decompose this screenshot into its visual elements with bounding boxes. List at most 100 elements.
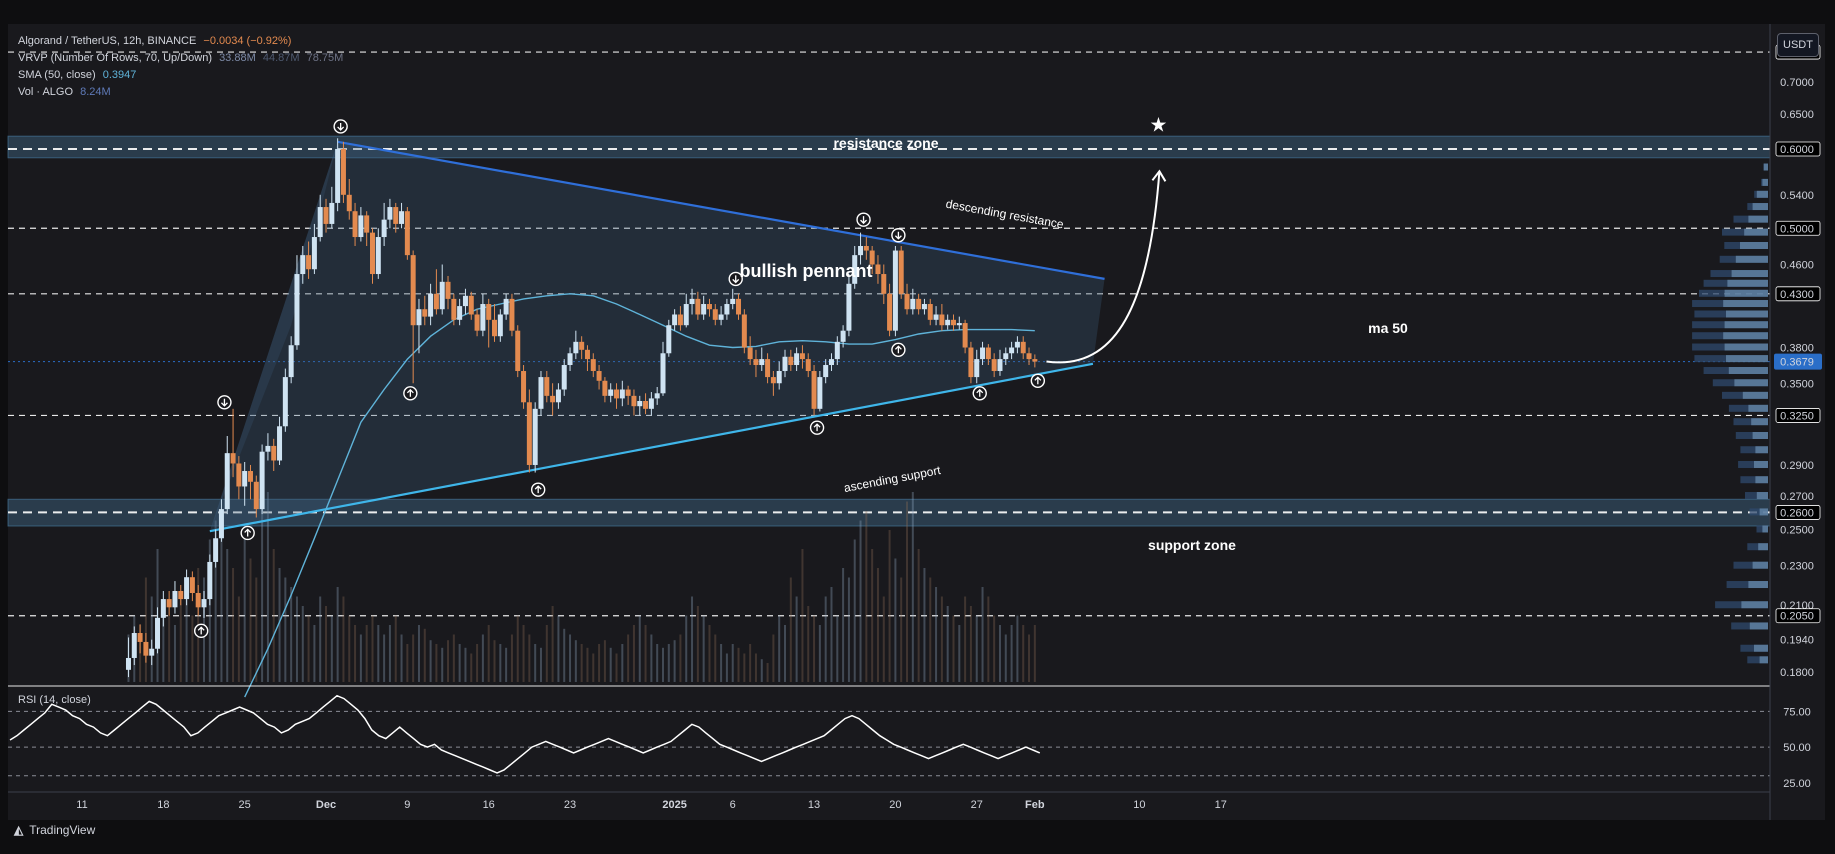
- candle[interactable]: [811, 365, 817, 416]
- candle[interactable]: [224, 435, 230, 515]
- candle[interactable]: [410, 250, 416, 384]
- candle[interactable]: [834, 336, 840, 366]
- candle[interactable]: [416, 298, 422, 354]
- candle[interactable]: [904, 283, 910, 315]
- candle[interactable]: [753, 349, 759, 378]
- candle[interactable]: [561, 359, 567, 396]
- candle[interactable]: [370, 228, 375, 284]
- candle[interactable]: [311, 223, 317, 275]
- candle[interactable]: [974, 349, 980, 384]
- legend-symbol-row[interactable]: Algorand / TetherUS, 12h, BINANCE −0.003…: [18, 34, 291, 48]
- candle[interactable]: [352, 202, 358, 246]
- candle[interactable]: [852, 245, 858, 289]
- candle[interactable]: [521, 365, 527, 409]
- candle[interactable]: [515, 325, 521, 378]
- candle[interactable]: [247, 464, 253, 500]
- legend-rsi-row[interactable]: RSI (14, close): [18, 693, 91, 707]
- candle[interactable]: [951, 314, 956, 331]
- candle[interactable]: [898, 245, 904, 299]
- candle[interactable]: [759, 347, 765, 372]
- candle[interactable]: [643, 393, 649, 415]
- candle[interactable]: [1014, 336, 1020, 354]
- candle[interactable]: [677, 306, 683, 331]
- candle[interactable]: [573, 330, 579, 360]
- candle[interactable]: [968, 341, 974, 384]
- candle[interactable]: [939, 304, 945, 331]
- candle[interactable]: [271, 438, 277, 472]
- candle[interactable]: [428, 283, 434, 326]
- candle[interactable]: [346, 179, 352, 220]
- candle[interactable]: [149, 639, 155, 666]
- candle[interactable]: [277, 416, 283, 465]
- candle[interactable]: [799, 345, 805, 369]
- candle[interactable]: [869, 245, 875, 275]
- candle[interactable]: [672, 309, 678, 331]
- candle[interactable]: [782, 349, 788, 378]
- candle[interactable]: [828, 353, 834, 372]
- candle[interactable]: [695, 291, 701, 320]
- candle[interactable]: [858, 232, 864, 265]
- candle[interactable]: [1003, 347, 1009, 366]
- candle[interactable]: [236, 456, 242, 500]
- candle[interactable]: [741, 309, 747, 354]
- candle[interactable]: [358, 207, 364, 242]
- candle[interactable]: [991, 353, 997, 378]
- candle[interactable]: [387, 198, 393, 229]
- candle[interactable]: [213, 529, 219, 568]
- candle[interactable]: [457, 298, 463, 326]
- candle[interactable]: [706, 298, 712, 317]
- candle[interactable]: [846, 274, 852, 337]
- candle[interactable]: [875, 255, 881, 284]
- candle[interactable]: [329, 186, 335, 229]
- candle[interactable]: [916, 293, 922, 315]
- candle[interactable]: [381, 202, 387, 246]
- candle[interactable]: [805, 353, 811, 378]
- candle[interactable]: [526, 389, 532, 473]
- candle[interactable]: [172, 581, 178, 614]
- candle[interactable]: [404, 207, 410, 260]
- candle[interactable]: [259, 444, 265, 515]
- candle[interactable]: [1020, 336, 1026, 360]
- candle[interactable]: [143, 633, 149, 663]
- candle[interactable]: [794, 347, 800, 372]
- candle[interactable]: [160, 590, 166, 627]
- candle[interactable]: [532, 402, 538, 473]
- candle[interactable]: [375, 228, 381, 279]
- candle[interactable]: [555, 383, 561, 409]
- candle[interactable]: [131, 626, 137, 666]
- candle[interactable]: [195, 585, 201, 616]
- candle[interactable]: [155, 607, 161, 654]
- candle[interactable]: [468, 291, 474, 320]
- candle[interactable]: [933, 306, 939, 326]
- candle[interactable]: [306, 241, 312, 279]
- candle[interactable]: [335, 138, 341, 212]
- candle[interactable]: [724, 298, 730, 320]
- candle[interactable]: [300, 245, 306, 284]
- candle[interactable]: [503, 293, 509, 320]
- candle[interactable]: [980, 341, 986, 366]
- candle[interactable]: [166, 590, 172, 616]
- candle[interactable]: [584, 345, 590, 372]
- candle[interactable]: [881, 264, 887, 305]
- legend-sma-row[interactable]: SMA (50, close) 0.3947: [18, 68, 136, 82]
- candle[interactable]: [840, 325, 846, 348]
- candle[interactable]: [538, 371, 544, 416]
- candle[interactable]: [230, 408, 236, 478]
- candle[interactable]: [399, 202, 405, 229]
- candle[interactable]: [451, 293, 457, 326]
- candle[interactable]: [660, 341, 666, 396]
- candle[interactable]: [550, 383, 556, 416]
- candle[interactable]: [567, 347, 573, 372]
- candle[interactable]: [997, 349, 1003, 376]
- candle[interactable]: [637, 395, 643, 416]
- candle[interactable]: [474, 309, 480, 337]
- candle[interactable]: [608, 383, 614, 403]
- candle[interactable]: [462, 288, 468, 315]
- candle[interactable]: [189, 571, 195, 602]
- candle[interactable]: [596, 365, 602, 390]
- candle[interactable]: [602, 377, 608, 403]
- candle[interactable]: [590, 353, 596, 378]
- candle[interactable]: [544, 371, 550, 403]
- candle[interactable]: [823, 359, 829, 384]
- candle[interactable]: [1026, 347, 1032, 366]
